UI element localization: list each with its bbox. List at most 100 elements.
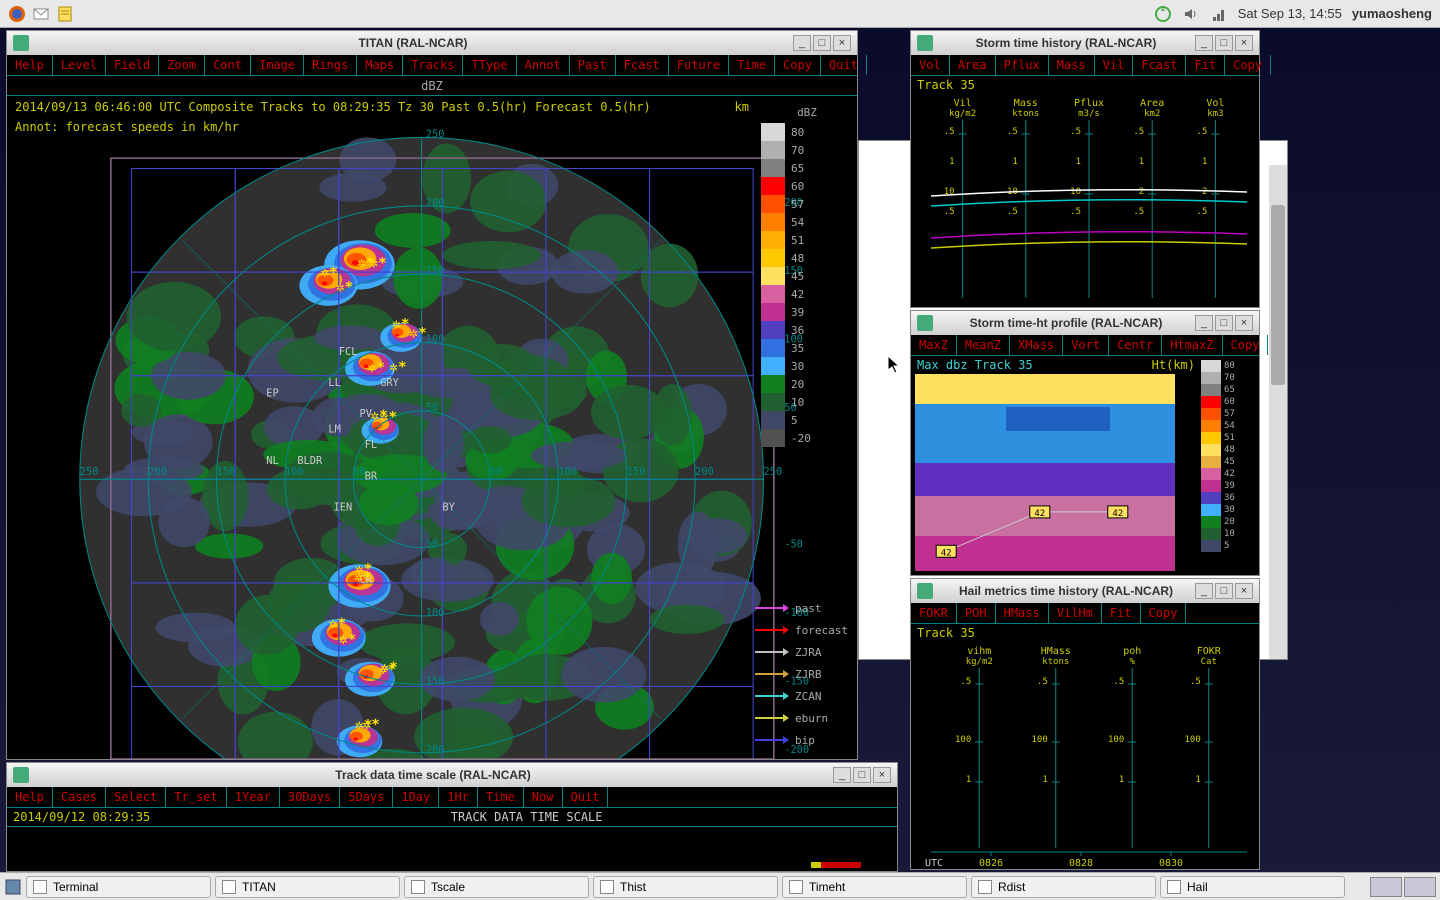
titlebar[interactable]: Hail metrics time history (RAL-NCAR) _ □…: [911, 579, 1259, 603]
timeline[interactable]: UTC 0200030004000500060007000800: [7, 826, 897, 871]
menu-quit[interactable]: Quit: [821, 55, 867, 75]
menu-30days[interactable]: 30Days: [280, 787, 340, 807]
menu-image[interactable]: Image: [251, 55, 304, 75]
maximize-button[interactable]: □: [813, 35, 831, 51]
workspace-pager[interactable]: [1370, 877, 1436, 897]
menu-area[interactable]: Area: [950, 55, 996, 75]
menu-meanz[interactable]: MeanZ: [957, 335, 1010, 355]
menu-htmaxz[interactable]: HtmaxZ: [1162, 335, 1222, 355]
menu-past[interactable]: Past: [570, 55, 616, 75]
svg-text:✲*: ✲*: [409, 325, 426, 341]
maximize-button[interactable]: □: [1215, 35, 1233, 51]
menu-vol[interactable]: Vol: [911, 55, 950, 75]
maximize-button[interactable]: □: [1215, 315, 1233, 331]
menu-quit[interactable]: Quit: [563, 787, 609, 807]
menu-cases[interactable]: Cases: [53, 787, 106, 807]
close-button[interactable]: ×: [873, 767, 891, 783]
time-marker[interactable]: [821, 862, 861, 868]
menu-annot[interactable]: Annot: [517, 55, 570, 75]
menu-1day[interactable]: 1Day: [393, 787, 439, 807]
titlebar[interactable]: Track data time scale (RAL-NCAR) _ □ ×: [7, 763, 897, 787]
thist-window: Storm time history (RAL-NCAR) _ □ × VolA…: [910, 30, 1260, 308]
firefox-icon[interactable]: [8, 5, 26, 23]
titlebar[interactable]: TITAN (RAL-NCAR) _ □ ×: [7, 31, 857, 55]
menu-zoom[interactable]: Zoom: [159, 55, 205, 75]
minimize-button[interactable]: _: [1195, 583, 1213, 599]
close-button[interactable]: ×: [833, 35, 851, 51]
menu-field[interactable]: Field: [106, 55, 159, 75]
minimize-button[interactable]: _: [793, 35, 811, 51]
menu-cont[interactable]: Cont: [205, 55, 251, 75]
menu-fit[interactable]: Fit: [1186, 55, 1225, 75]
menu-copy[interactable]: Copy: [775, 55, 821, 75]
menu-time[interactable]: Time: [478, 787, 524, 807]
task-terminal[interactable]: Terminal: [26, 876, 211, 898]
maximize-button[interactable]: □: [1215, 583, 1233, 599]
clock[interactable]: Sat Sep 13, 14:55: [1238, 6, 1342, 21]
menu-mass[interactable]: Mass: [1049, 55, 1095, 75]
menu-fcast[interactable]: Fcast: [616, 55, 669, 75]
update-icon[interactable]: [1154, 5, 1172, 23]
menu-vilhm[interactable]: VilHm: [1049, 603, 1102, 623]
menu-copy[interactable]: Copy: [1225, 55, 1271, 75]
menu-ttype[interactable]: TType: [463, 55, 516, 75]
menu-pflux[interactable]: Pflux: [996, 55, 1049, 75]
close-button[interactable]: ×: [1235, 315, 1253, 331]
minimize-button[interactable]: _: [1195, 35, 1213, 51]
menu-fit[interactable]: Fit: [1102, 603, 1141, 623]
menu-hmass[interactable]: HMass: [996, 603, 1049, 623]
mail-icon[interactable]: [32, 5, 50, 23]
close-button[interactable]: ×: [1235, 583, 1253, 599]
menu-tr_set[interactable]: Tr_set: [166, 787, 226, 807]
menu-help[interactable]: Help: [7, 787, 53, 807]
window-title: Track data time scale (RAL-NCAR): [35, 768, 831, 782]
track-label: Track 35: [911, 624, 1259, 642]
menu-maxz[interactable]: MaxZ: [911, 335, 957, 355]
task-hail[interactable]: Hail: [1160, 876, 1345, 898]
menu-poh[interactable]: POH: [957, 603, 996, 623]
task-titan[interactable]: TITAN: [215, 876, 400, 898]
menu-centr[interactable]: Centr: [1109, 335, 1162, 355]
menu-level[interactable]: Level: [53, 55, 106, 75]
task-timeht[interactable]: Timeht: [782, 876, 967, 898]
window-title: TITAN (RAL-NCAR): [35, 36, 791, 50]
svg-text:vihm: vihm: [967, 646, 991, 657]
titlebar[interactable]: Storm time history (RAL-NCAR) _ □ ×: [911, 31, 1259, 55]
menu-maps[interactable]: Maps: [357, 55, 403, 75]
menu-future[interactable]: Future: [669, 55, 729, 75]
titlebar[interactable]: Storm time-ht profile (RAL-NCAR) _ □ ×: [911, 311, 1259, 335]
show-desktop-icon[interactable]: [4, 878, 22, 896]
close-button[interactable]: ×: [1235, 35, 1253, 51]
maximize-button[interactable]: □: [853, 767, 871, 783]
menu-tracks[interactable]: Tracks: [403, 55, 463, 75]
menu-vort[interactable]: Vort: [1063, 335, 1109, 355]
svg-text:Cat: Cat: [1201, 657, 1217, 667]
minimize-button[interactable]: _: [833, 767, 851, 783]
menu-5days[interactable]: 5Days: [340, 787, 393, 807]
svg-text:10: 10: [1070, 187, 1081, 197]
menu-copy[interactable]: Copy: [1223, 335, 1269, 355]
menu-xmass[interactable]: XMass: [1010, 335, 1063, 355]
task-tscale[interactable]: Tscale: [404, 876, 589, 898]
menu-vil[interactable]: Vil: [1095, 55, 1134, 75]
user-menu[interactable]: yumaosheng: [1352, 6, 1432, 21]
scrollbar[interactable]: [1269, 165, 1287, 659]
menu-1year[interactable]: 1Year: [227, 787, 280, 807]
menu-time[interactable]: Time: [729, 55, 775, 75]
menu-copy[interactable]: Copy: [1141, 603, 1187, 623]
menu-help[interactable]: Help: [7, 55, 53, 75]
volume-icon[interactable]: [1182, 5, 1200, 23]
task-thist[interactable]: Thist: [593, 876, 778, 898]
menu-select[interactable]: Select: [106, 787, 166, 807]
network-icon[interactable]: [1210, 5, 1228, 23]
svg-text:✲*: ✲*: [368, 360, 385, 376]
menu-rings[interactable]: Rings: [304, 55, 357, 75]
minimize-button[interactable]: _: [1195, 315, 1213, 331]
menu-1hr[interactable]: 1Hr: [439, 787, 478, 807]
menu-fcast[interactable]: Fcast: [1133, 55, 1186, 75]
radar-display[interactable]: 2014/09/13 06:46:00 UTC Composite Tracks…: [7, 96, 857, 759]
task-rdist[interactable]: Rdist: [971, 876, 1156, 898]
notes-icon[interactable]: [56, 5, 74, 23]
menu-fokr[interactable]: FOKR: [911, 603, 957, 623]
menu-now[interactable]: Now: [524, 787, 563, 807]
